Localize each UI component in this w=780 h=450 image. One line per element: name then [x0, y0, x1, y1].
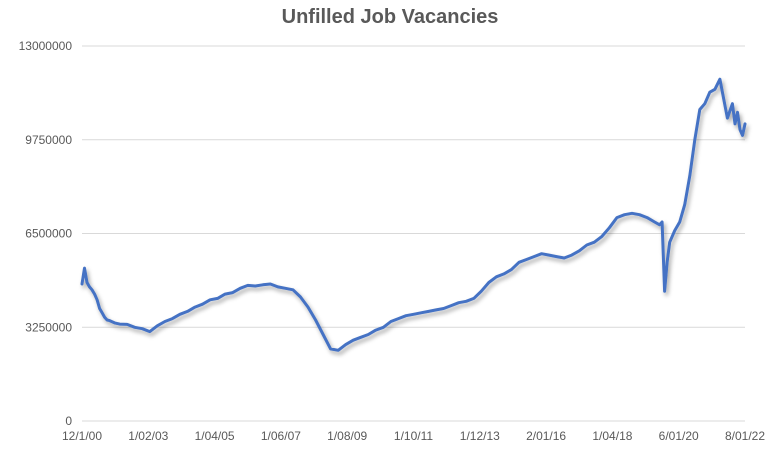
x-tick-label: 8/01/22 — [725, 429, 765, 443]
y-tick-label: 13000000 — [19, 39, 73, 53]
x-tick-label: 1/02/03 — [128, 429, 168, 443]
x-tick-label: 1/04/18 — [592, 429, 632, 443]
y-tick-label: 3250000 — [25, 320, 72, 334]
x-tick-label: 2/01/16 — [526, 429, 566, 443]
x-tick-label: 1/06/07 — [261, 429, 301, 443]
y-tick-label: 0 — [65, 414, 72, 428]
x-tick-label: 1/12/13 — [460, 429, 500, 443]
y-tick-label: 9750000 — [25, 133, 72, 147]
x-tick-label: 12/1/00 — [62, 429, 102, 443]
x-tick-label: 1/04/05 — [195, 429, 235, 443]
y-tick-label: 6500000 — [25, 227, 72, 241]
chart-title: Unfilled Job Vacancies — [281, 6, 499, 28]
x-tick-label: 6/01/20 — [659, 429, 699, 443]
series-line — [80, 77, 747, 352]
x-tick-label: 1/08/09 — [327, 429, 367, 443]
x-tick-label: 1/10/11 — [394, 429, 433, 443]
